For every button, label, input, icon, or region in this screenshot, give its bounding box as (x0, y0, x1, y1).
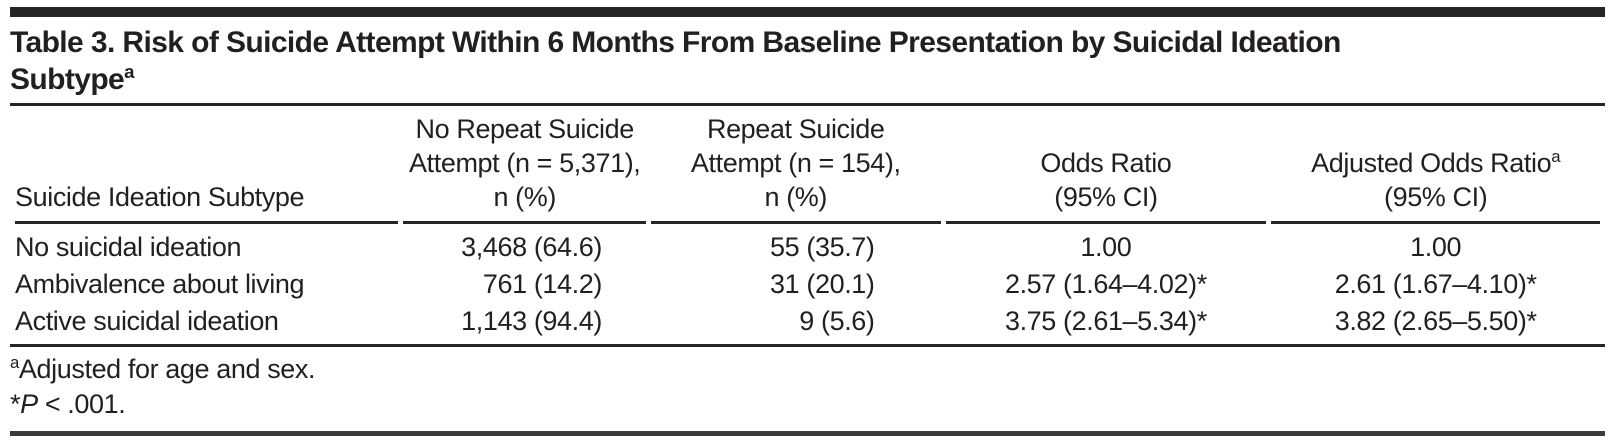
cell-no-repeat: 1,143 (94.4) (461, 306, 602, 336)
col-header-no-repeat: No Repeat Suicide Attempt (n = 5,371), n… (403, 106, 646, 224)
table-title-line2: Subtype (10, 63, 125, 96)
cell-repeat: 9 (5.6) (799, 306, 875, 336)
table-row: No suicidal ideation 3,468 (64.6) 55 (35… (15, 224, 1600, 266)
col-header-adjusted-odds-ratio: Adjusted Odds Ratioa (95% CI) (1271, 106, 1600, 224)
cell-no-repeat: 761 (14.2) (482, 269, 602, 299)
cell-odds-ratio: 3.75 (2.61–5.34)* (1004, 306, 1207, 336)
risk-table: Suicide Ideation Subtype No Repeat Suici… (10, 106, 1605, 340)
cell-subtype: Active suicidal ideation (15, 306, 279, 336)
table-title-line1: Table 3. Risk of Suicide Attempt Within … (10, 26, 1341, 59)
cell-adjusted-odds-ratio: 2.61 (1.67–4.10)* (1334, 269, 1537, 299)
p-symbol: P (20, 389, 38, 419)
cell-no-repeat: 3,468 (64.6) (461, 232, 602, 262)
top-rule (10, 7, 1605, 17)
footnotes: aAdjusted for age and sex. *P < .001. (10, 352, 1605, 422)
cell-subtype: Ambivalence about living (15, 269, 305, 299)
cell-adjusted-odds-ratio: 1.00 (1410, 232, 1462, 262)
cell-adjusted-odds-ratio: 3.82 (2.65–5.50)* (1334, 306, 1537, 336)
title-superscript: a (124, 61, 134, 82)
footnote-adjusted: aAdjusted for age and sex. (10, 353, 316, 384)
col-header-odds-ratio: Odds Ratio (95% CI) (945, 106, 1267, 224)
bottom-rule (10, 431, 1605, 436)
cell-repeat: 55 (35.7) (770, 232, 875, 262)
cell-repeat: 31 (20.1) (770, 269, 875, 299)
table-row: Active suicidal ideation 1,143 (94.4) 9 … (15, 303, 1600, 340)
col-header-subtype: Suicide Ideation Subtype (15, 106, 399, 224)
title-divider (10, 103, 1605, 106)
col-header-repeat: Repeat Suicide Attempt (n = 154), n (%) (650, 106, 941, 224)
cell-subtype: No suicidal ideation (15, 232, 242, 262)
table-row: Ambivalence about living 761 (14.2) 31 (… (15, 266, 1600, 303)
table-title: Table 3. Risk of Suicide Attempt Within … (10, 24, 1605, 98)
header-row: Suicide Ideation Subtype No Repeat Suici… (15, 106, 1600, 224)
footnote-pvalue: *P < .001. (10, 389, 126, 419)
table-header: Suicide Ideation Subtype No Repeat Suici… (15, 106, 1600, 224)
body-footnote-divider (10, 344, 1605, 347)
cell-odds-ratio: 2.57 (1.64–4.02)* (1004, 269, 1207, 299)
table-body: No suicidal ideation 3,468 (64.6) 55 (35… (15, 224, 1600, 340)
cell-odds-ratio: 1.00 (1080, 232, 1132, 262)
adjusted-or-superscript: a (1551, 147, 1561, 166)
